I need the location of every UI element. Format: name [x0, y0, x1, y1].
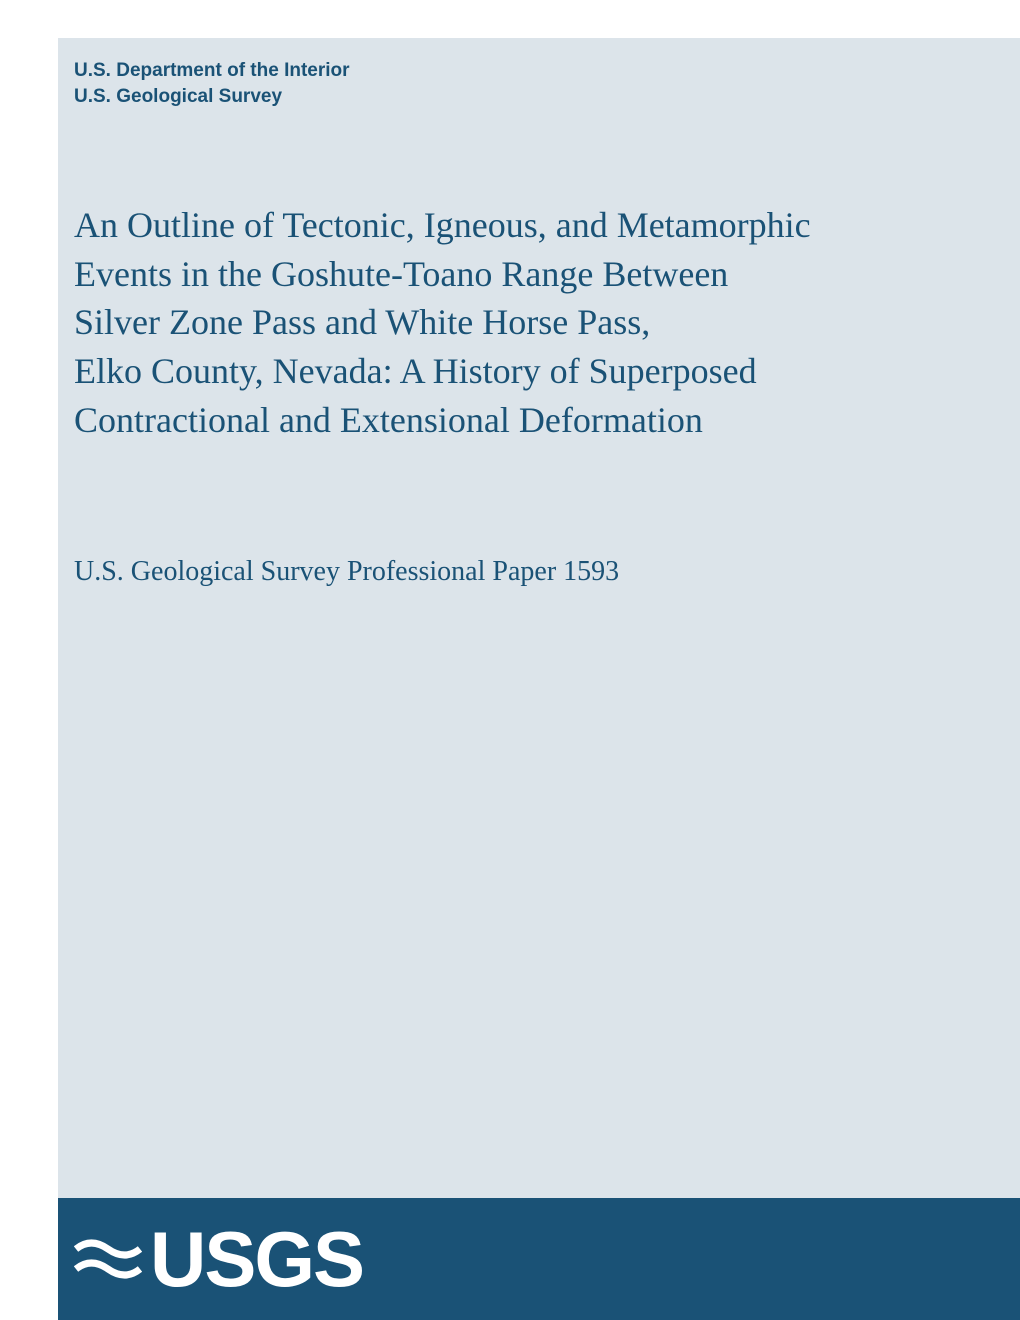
title-line-4: Elko County, Nevada: A History of Superp…	[74, 347, 980, 396]
usgs-logo-text: USGS	[150, 1220, 363, 1298]
department-name: U.S. Department of the Interior	[74, 58, 1020, 84]
title-line-5: Contractional and Extensional Deformatio…	[74, 396, 980, 445]
title-line-2: Events in the Goshute-Toano Range Betwee…	[74, 250, 980, 299]
subtitle-block: U.S. Geological Survey Professional Pape…	[58, 444, 1020, 588]
footer-band: USGS	[58, 1198, 1020, 1320]
cover-page: U.S. Department of the Interior U.S. Geo…	[58, 38, 1020, 1320]
title-block: An Outline of Tectonic, Igneous, and Met…	[58, 109, 1020, 444]
title-line-1: An Outline of Tectonic, Igneous, and Met…	[74, 201, 980, 250]
wave-icon	[74, 1225, 142, 1293]
header-block: U.S. Department of the Interior U.S. Geo…	[58, 38, 1020, 109]
title-line-3: Silver Zone Pass and White Horse Pass,	[74, 298, 980, 347]
usgs-logo: USGS	[74, 1220, 363, 1298]
paper-subtitle: U.S. Geological Survey Professional Pape…	[74, 556, 980, 588]
agency-name: U.S. Geological Survey	[74, 84, 1020, 110]
